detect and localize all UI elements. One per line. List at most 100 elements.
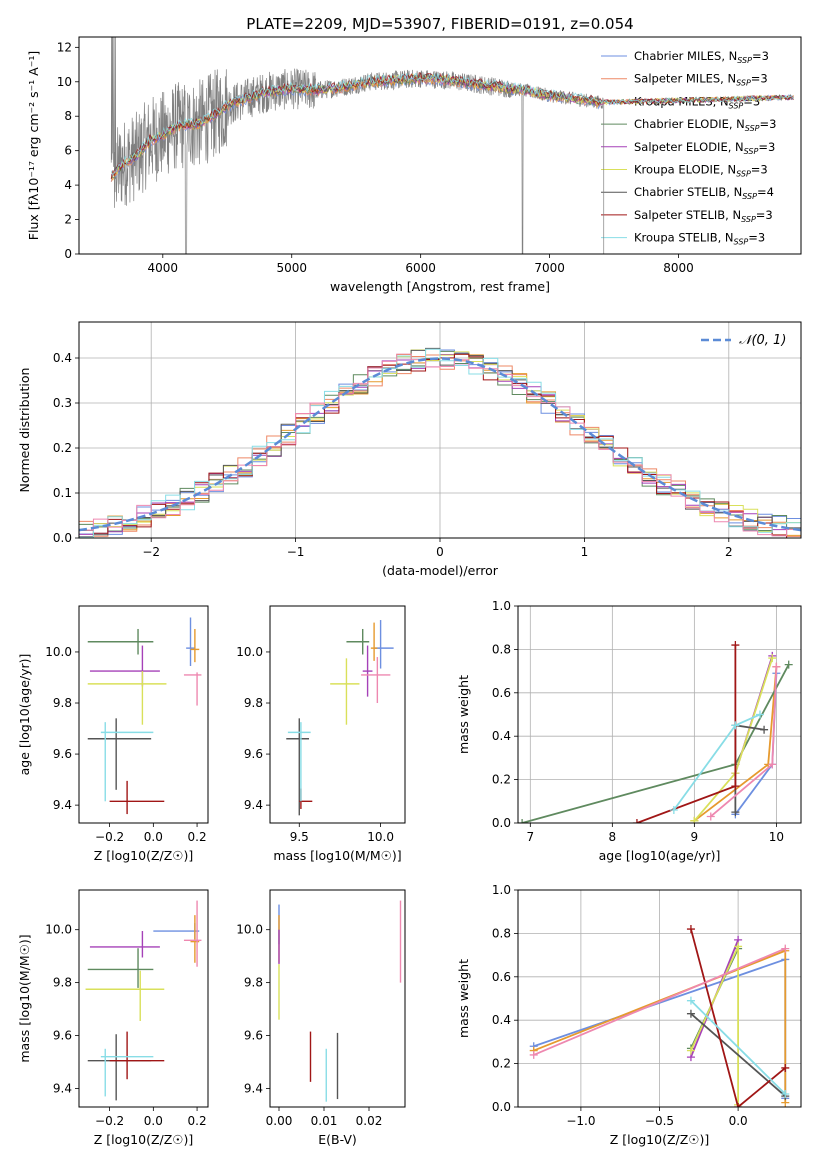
x-tick-label: 10 <box>769 830 784 844</box>
x-tick-label: 4000 <box>148 261 179 275</box>
series-marker <box>734 942 743 951</box>
histogram-series <box>79 348 801 538</box>
series-marker <box>781 1089 790 1098</box>
panel-age-vs-metallicity: −0.2 0.0 0.2 9.4 9.6 9.8 10.0 Z [log10(Z/Z☉)] ag… <box>17 605 209 863</box>
x-tick-label: 0.0 <box>729 1114 748 1128</box>
x-tick-label: 7 <box>526 830 534 844</box>
y-axis-label: mass weight <box>456 675 471 754</box>
axes-frame <box>269 889 406 1108</box>
y-tick-label: 9.4 <box>53 798 72 812</box>
y-axis-label: age [log10(age/yr)] <box>17 654 32 776</box>
x-tick-label: 0 <box>436 545 444 559</box>
series-marker <box>686 1046 695 1055</box>
errorbar-point <box>87 948 154 988</box>
series-marker <box>690 816 699 823</box>
series-marker <box>755 710 764 719</box>
y-axis-label: Flux [fλ10⁻¹⁷ erg cm⁻² s⁻¹ A⁻¹] <box>26 51 41 240</box>
y-tick-label: 10.0 <box>45 645 72 659</box>
y-tick-label: 9.4 <box>53 1081 72 1095</box>
panel-mass-vs-metallicity: −0.2 0.0 0.2 9.4 9.6 9.8 10.0 Z [log10(Z/Z☉)] ma… <box>17 889 209 1147</box>
y-tick-label: 0.2 <box>53 441 72 455</box>
x-tick-label: 0.0 <box>144 1114 163 1128</box>
series-marker <box>772 662 781 671</box>
plot-area <box>87 617 202 815</box>
legend-label: Chabrier MILES, NSSP=3 <box>634 49 769 65</box>
errorbar-point <box>186 617 195 666</box>
plot-area <box>286 620 394 816</box>
y-tick-label: 2 <box>64 213 72 227</box>
x-tick-label: 0.2 <box>188 1114 207 1128</box>
y-tick-label: 0.0 <box>53 531 72 545</box>
series-marker <box>781 1063 790 1072</box>
y-tick-label: 0.8 <box>492 642 511 656</box>
y-tick-label: 9.8 <box>53 976 72 990</box>
series-marker <box>731 721 740 730</box>
legend-label: Salpeter MILES, NSSP=3 <box>634 72 768 88</box>
x-tick-label: 5000 <box>276 261 307 275</box>
series-line <box>690 1000 786 1095</box>
errorbar-point <box>183 672 202 706</box>
series-marker <box>529 1050 538 1059</box>
y-axis-label: Normed distribution <box>17 368 32 493</box>
series-marker <box>731 808 740 817</box>
y-tick-label: 9.6 <box>244 1029 263 1043</box>
legend-label: Salpeter STELIB, NSSP=3 <box>634 208 773 224</box>
series-line <box>533 947 786 1056</box>
x-tick-label: 0.02 <box>356 1114 383 1128</box>
errorbar-point <box>109 780 165 815</box>
x-tick-label: 2 <box>725 545 733 559</box>
x-tick-label: −1.0 <box>566 1114 595 1128</box>
axes-frame <box>78 321 802 539</box>
x-tick-label: 0.00 <box>266 1114 293 1128</box>
series-marker <box>768 760 777 769</box>
panel-mass-weight-vs-age: 7 8 9 10 0.0 0.2 0.4 0.6 0.8 1.0 age [log10(age/yr… <box>456 599 802 863</box>
x-axis-label: E(B-V) <box>318 1132 357 1147</box>
y-tick-label: 0.2 <box>492 773 511 787</box>
x-tick-label: 8 <box>609 830 617 844</box>
y-tick-label: 0.1 <box>53 486 72 500</box>
y-tick-label: 9.6 <box>244 747 263 761</box>
y-tick-label: 9.8 <box>53 696 72 710</box>
y-tick-label: 0.4 <box>53 351 72 365</box>
y-tick-label: 10.0 <box>45 923 72 937</box>
x-tick-label: 6000 <box>405 261 436 275</box>
y-tick-label: 4 <box>64 178 72 192</box>
errorbar-point <box>87 628 154 655</box>
axes-frame <box>78 889 209 1108</box>
legend-label: Kroupa ELODIE, NSSP=3 <box>634 163 768 179</box>
plot-area <box>110 37 794 254</box>
errorbar-point <box>87 671 167 725</box>
errorbar-point <box>190 628 200 663</box>
errorbar-point <box>346 628 370 655</box>
errorbar-point <box>89 931 160 958</box>
plot-area <box>278 900 402 1102</box>
series-marker <box>669 805 678 814</box>
y-tick-label: 0.6 <box>492 970 511 984</box>
panel-mass-weight-vs-metallicity: −1.0 −0.5 0.0 0.0 0.2 0.4 0.6 0.8 1.0 Z [log10(Z/… <box>456 883 802 1147</box>
legend-label: Chabrier ELODIE, NSSP=3 <box>634 117 776 133</box>
errorbar-point <box>85 970 165 1021</box>
y-tick-label: 12 <box>57 40 72 54</box>
x-tick-label: −1 <box>287 545 305 559</box>
y-tick-label: 6 <box>64 144 72 158</box>
y-tick-label: 10.0 <box>236 923 263 937</box>
plot-area <box>529 925 790 1107</box>
y-tick-label: 8 <box>64 109 72 123</box>
y-tick-label: 9.4 <box>244 798 263 812</box>
errorbar-point <box>330 658 360 725</box>
y-axis-label: mass weight <box>456 959 471 1038</box>
plot-area <box>85 900 202 1101</box>
y-tick-label: 0 <box>64 247 72 261</box>
x-axis-label: mass [log10(M/M☉)] <box>273 848 401 863</box>
axes-frame <box>517 889 802 1108</box>
x-axis-label: Z [log10(Z/Z☉)] <box>94 1132 194 1147</box>
x-tick-label: 0.01 <box>311 1114 338 1128</box>
y-tick-label: 10.0 <box>236 645 263 659</box>
series-line <box>690 1013 786 1097</box>
y-axis-label: mass [log10(M/M☉)] <box>17 934 32 1062</box>
x-axis-label: age [log10(age/yr)] <box>599 848 721 863</box>
errorbar-point <box>190 915 200 963</box>
y-tick-label: 0.4 <box>492 729 511 743</box>
y-tick-label: 9.8 <box>244 976 263 990</box>
x-tick-label: 9 <box>691 830 699 844</box>
